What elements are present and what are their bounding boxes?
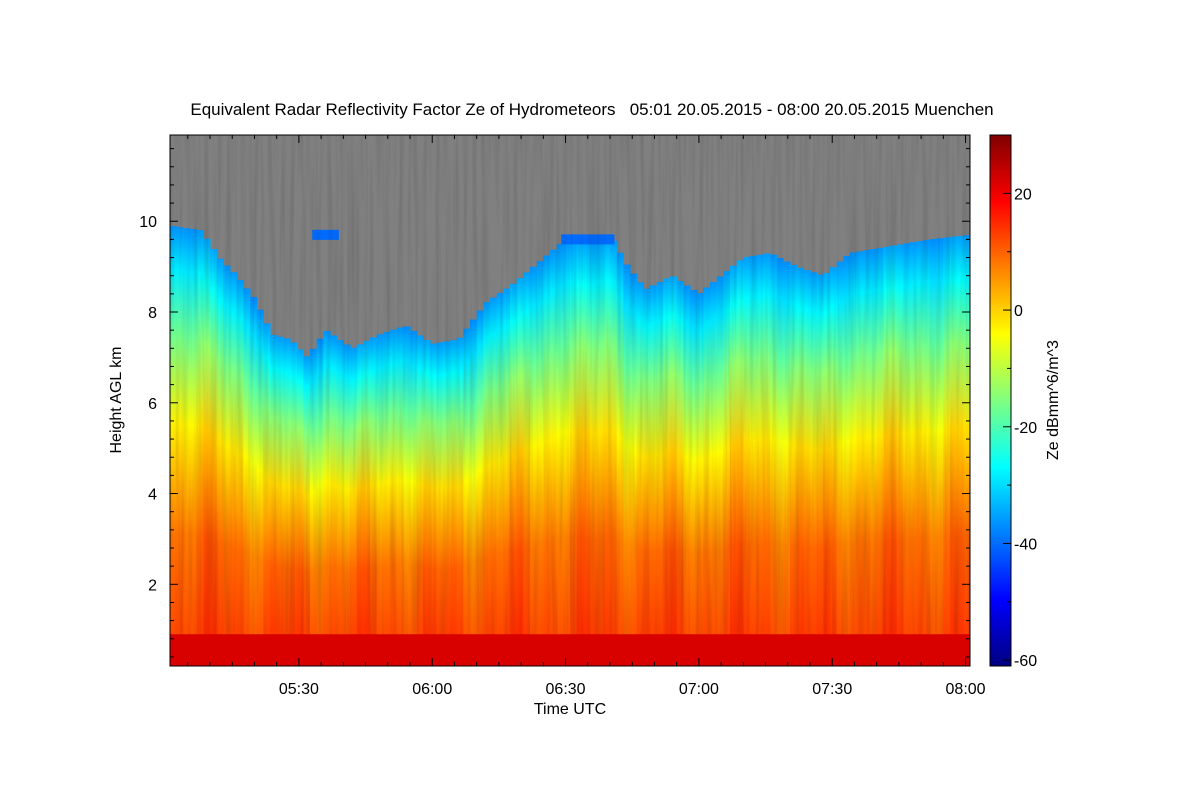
colorbar-tick-label: 0 xyxy=(1014,303,1023,320)
y-tick-label: 10 xyxy=(139,214,157,231)
y-axis: 2 4 6 8 10 xyxy=(139,148,970,658)
colorbar-ramp xyxy=(989,134,1012,667)
x-tick-label: 07:00 xyxy=(679,681,719,698)
colorbar: 20 0 -20 -40 -60 Ze dBmm^6/m^3 xyxy=(989,134,1062,670)
x-tick-label: 06:00 xyxy=(412,681,452,698)
colorbar-label: Ze dBmm^6/m^3 xyxy=(1045,340,1062,460)
chart-title: Equivalent Radar Reflectivity Factor Ze … xyxy=(190,100,993,119)
colorbar-tick-label: -20 xyxy=(1014,420,1037,437)
y-tick-label: 4 xyxy=(148,487,157,504)
x-tick-label: 07:30 xyxy=(812,681,852,698)
y-tick-label: 8 xyxy=(148,305,157,322)
plot-frame xyxy=(169,134,971,667)
colorbar-tick-label: -60 xyxy=(1014,653,1037,670)
colorbar-tick-label: 20 xyxy=(1014,186,1032,203)
melting-layer-band xyxy=(170,634,970,666)
x-axis-label: Time UTC xyxy=(534,701,606,718)
x-axis: 05:30 06:00 06:30 07:00 07:30 08:00 xyxy=(187,135,986,698)
fallstreak-texture xyxy=(170,135,970,666)
colorbar-tick-group: 20 0 -20 -40 -60 xyxy=(1003,134,1037,670)
colorbar-tick-label: -40 xyxy=(1014,536,1037,553)
x-tick-label: 06:30 xyxy=(546,681,586,698)
y-tick-label: 2 xyxy=(148,577,157,594)
y-axis-label: Height AGL km xyxy=(108,346,125,453)
x-tick-label: 05:30 xyxy=(279,681,319,698)
plot-area xyxy=(170,135,970,666)
x-tick-label: 08:00 xyxy=(946,681,986,698)
y-tick-label: 6 xyxy=(148,396,157,413)
